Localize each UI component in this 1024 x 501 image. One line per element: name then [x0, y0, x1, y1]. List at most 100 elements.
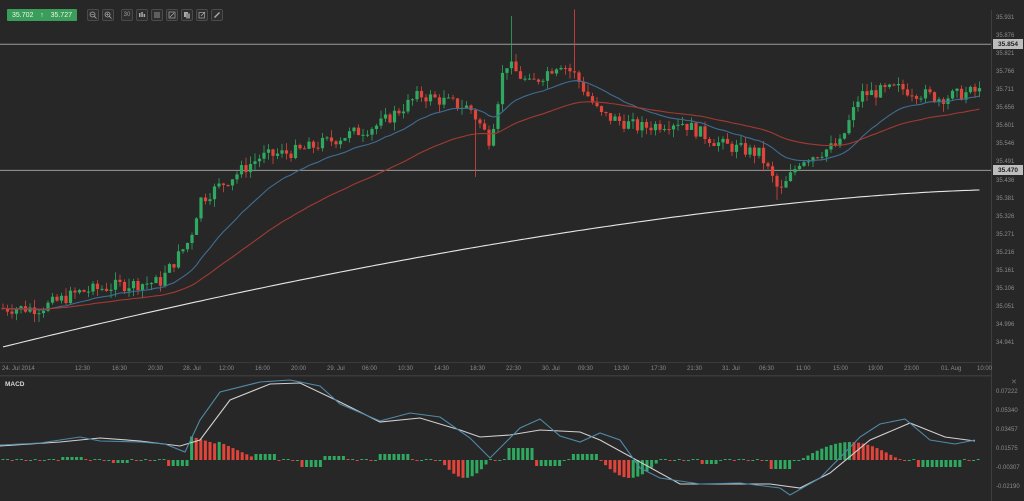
macd-histogram-bar [323, 456, 327, 460]
price-level-tag[interactable]: 35.470 [993, 165, 1023, 176]
macd-histogram-bar [788, 460, 792, 469]
candle-body [721, 138, 725, 143]
macd-histogram-bar [415, 460, 419, 461]
drawing-tools-button[interactable] [166, 9, 178, 21]
macd-histogram-bar [369, 460, 373, 461]
macd-histogram-bar [751, 460, 755, 461]
zoom-out-button[interactable] [87, 9, 99, 21]
x-tick-label: 06:30 [759, 366, 775, 372]
candle-body [730, 143, 734, 152]
macd-histogram-bar [893, 457, 897, 460]
candle-body [316, 147, 320, 149]
candle-body [55, 296, 59, 301]
drawing-icon [168, 11, 176, 19]
macd-histogram-bar [493, 460, 497, 461]
y-tick-label: 35.436 [996, 177, 1015, 184]
macd-histogram-bar [824, 446, 828, 460]
macd-histogram-bar [157, 459, 161, 460]
candle-body [140, 284, 145, 291]
macd-histogram-bar [838, 442, 842, 460]
edit-button[interactable] [196, 9, 208, 21]
macd-histogram-bar [912, 459, 916, 460]
candle-body [478, 119, 482, 124]
candle-body [910, 95, 914, 97]
candle-body [172, 264, 176, 268]
candle-body [302, 148, 307, 150]
macd-histogram-bar [673, 460, 677, 461]
candle-body [838, 138, 842, 146]
candle-body [977, 88, 982, 92]
price-level-tag[interactable]: 35.854 [993, 39, 1023, 50]
candle-body [167, 264, 172, 273]
candle-body [784, 181, 788, 188]
macd-histogram-bar [65, 457, 69, 460]
macd-histogram-bar [102, 460, 106, 461]
macd-histogram-bar [19, 459, 23, 460]
macd-histogram-bar [401, 454, 405, 460]
candle-body [883, 85, 887, 87]
macd-y-tick-label: 0.05340 [996, 408, 1018, 414]
macd-chart-plot[interactable] [0, 0, 991, 501]
macd-histogram-bar [475, 460, 479, 474]
macd-histogram-bar [498, 460, 502, 461]
close-icon[interactable]: ✕ [1011, 379, 1017, 386]
y-tick-label: 35.106 [996, 285, 1015, 292]
macd-line [0, 379, 976, 496]
candle-body [266, 149, 271, 153]
timeframe-button[interactable]: 30 [121, 9, 133, 21]
y-tick-label: 35.161 [996, 267, 1015, 274]
macd-histogram-bar [976, 459, 980, 460]
macd-histogram-bar [33, 459, 37, 460]
copy-button[interactable] [181, 9, 193, 21]
macd-histogram-bar [870, 446, 874, 460]
chart-type-button[interactable] [136, 9, 148, 21]
candle-body [433, 94, 437, 98]
macd-histogram-bar [585, 454, 589, 460]
sma-long-line [2, 189, 980, 348]
macd-histogram-bar [659, 459, 663, 460]
candle-body [370, 129, 374, 135]
x-tick-label: 16:00 [255, 366, 271, 372]
macd-histogram-bar [663, 459, 667, 460]
macd-histogram-bar [847, 442, 851, 460]
candle-body [347, 131, 352, 139]
x-tick-label: 16:30 [112, 366, 128, 372]
macd-histogram-bar [548, 460, 552, 466]
x-tick-label: 13:30 [614, 366, 630, 372]
candle-body [473, 110, 478, 120]
candle-body [905, 89, 910, 96]
candle-body [550, 71, 554, 74]
candle-body [496, 104, 500, 129]
candle-body [239, 165, 244, 175]
macd-histogram-bar [484, 460, 488, 465]
candle-body [829, 143, 833, 150]
macd-histogram-bar [622, 460, 626, 478]
macd-histogram-bar [774, 460, 778, 469]
price-axis[interactable]: 35.931 35.876 35.821 35.766 35.711 35.656 35.6… [991, 10, 1024, 501]
macd-histogram-bar [176, 460, 180, 466]
candle-body [590, 96, 595, 103]
macd-histogram-bar [512, 448, 516, 460]
macd-histogram-bar [949, 460, 953, 467]
macd-histogram-bar [594, 454, 598, 460]
candle-body [685, 123, 689, 130]
candle-body [626, 121, 631, 129]
macd-histogram-bar [70, 457, 74, 460]
macd-histogram-bar [259, 454, 263, 460]
zoom-in-button[interactable] [102, 9, 114, 21]
macd-histogram-bar [282, 459, 286, 460]
price-chart-plot[interactable] [0, 0, 991, 362]
macd-histogram-bar [539, 460, 543, 466]
macd-histogram-bar [760, 460, 764, 461]
macd-histogram-bar [107, 460, 111, 461]
macd-histogram-bar [351, 459, 355, 460]
macd-histogram-bar [447, 460, 451, 470]
price-quote-badge[interactable]: 35.702 ↑ 35.727 [7, 9, 77, 21]
macd-histogram-bar [79, 457, 83, 460]
candle-body [748, 147, 752, 155]
y-tick-label: 35.216 [996, 249, 1015, 256]
pencil-button[interactable] [211, 9, 223, 21]
candle-body [676, 124, 680, 126]
candle-body [86, 291, 91, 293]
indicators-button[interactable] [151, 9, 163, 21]
